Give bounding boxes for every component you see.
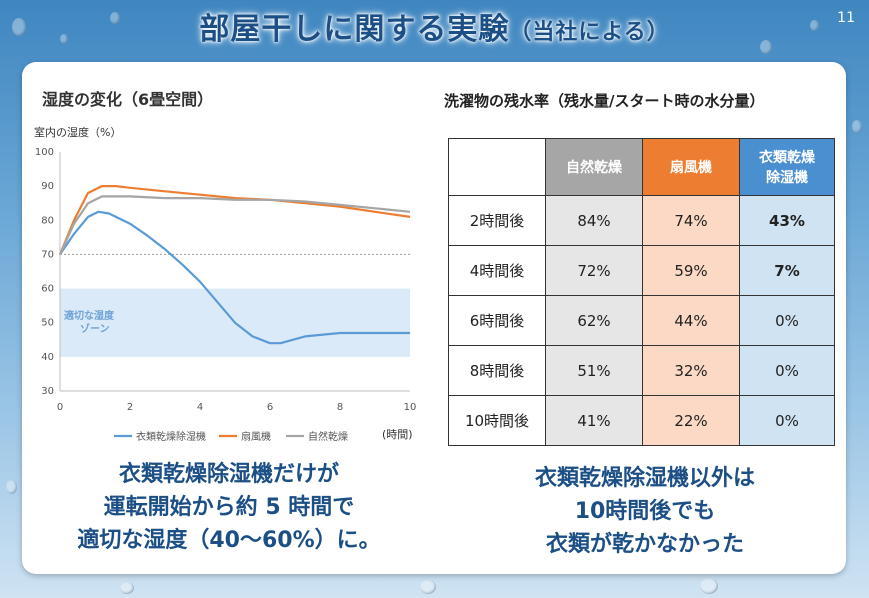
row-label: 8時間後: [448, 345, 546, 396]
left-caption-line-1: 衣類乾燥除湿機だけが: [118, 462, 339, 487]
x-tick-labels: 0 2 4 6 8 10: [57, 402, 417, 413]
cell-fan: 22%: [642, 395, 740, 446]
left-caption-line-2: 運転開始から約 5 時間で: [103, 495, 355, 520]
legend-label: 衣類乾燥除湿機: [136, 430, 206, 443]
residual-water-table: 自然乾燥 扇風機 衣類乾燥除湿機 2時間後 84% 74% 43% 4時間後 7…: [448, 138, 835, 446]
cell-natural: 84%: [545, 195, 643, 246]
title-main: 部屋干しに関する実験: [199, 12, 510, 47]
cell-fan: 32%: [642, 345, 740, 396]
row-label: 6時間後: [448, 295, 546, 346]
cell-dehumidifier: 43%: [739, 195, 835, 246]
water-droplet: [110, 12, 120, 24]
col-header-dehumidifier: 衣類乾燥 除湿機: [739, 138, 835, 196]
right-caption-line-3: 衣類が乾かなかった: [545, 532, 744, 557]
chart-legend: 衣類乾燥除湿機 扇風機 自然乾燥: [114, 430, 348, 443]
cell-dehumidifier: 0%: [739, 395, 835, 446]
cell-fan: 74%: [642, 195, 740, 246]
water-droplet: [6, 480, 17, 494]
x-axis-unit: (時間): [382, 428, 413, 441]
series-lines: [58, 184, 411, 345]
x-tick-label: 4: [197, 402, 203, 413]
water-droplet: [120, 582, 134, 594]
y-tick-label: 30: [41, 386, 54, 397]
chart-heading: 湿度の変化（6畳空間）: [42, 90, 214, 109]
page-title: 部屋干しに関する実験（当社による）: [0, 4, 869, 48]
table-heading: 洗濯物の残水率（残水量/スタート時の水分量）: [444, 92, 765, 110]
row-label: 2時間後: [448, 195, 546, 246]
series-line: [58, 184, 411, 255]
left-caption: 衣類乾燥除湿機だけが 運転開始から約 5 時間で 適切な湿度（40～60%）に。: [34, 458, 424, 557]
table-row: 10時間後 41% 22% 0%: [448, 395, 835, 446]
zone-label-1: 適切な湿度: [64, 309, 115, 322]
x-tick-label: 0: [57, 402, 63, 413]
water-droplet: [60, 34, 68, 44]
right-caption-line-1: 衣類乾燥除湿機以外は: [534, 466, 755, 491]
cell-fan: 44%: [642, 295, 740, 346]
table-row: 4時間後 72% 59% 7%: [448, 245, 835, 296]
table-header-row: 自然乾燥 扇風機 衣類乾燥除湿機: [448, 138, 835, 196]
y-tick-label: 90: [41, 181, 54, 192]
title-subtitle: （当社による）: [509, 20, 670, 45]
cell-natural: 41%: [545, 395, 643, 446]
cell-dehumidifier: 7%: [739, 245, 835, 296]
water-droplet: [810, 20, 819, 31]
cell-fan: 59%: [642, 245, 740, 296]
right-caption-line-2: 10時間後でも: [574, 499, 716, 524]
series-line: [59, 210, 410, 345]
table-row: 2時間後 84% 74% 43%: [448, 195, 835, 246]
col-header-natural: 自然乾燥: [545, 138, 643, 196]
col-header-dehumidifier-line-2: 除湿機: [766, 170, 808, 186]
x-tick-label: 6: [267, 402, 273, 413]
y-tick-label: 100: [35, 147, 54, 158]
x-tick-label: 8: [337, 402, 343, 413]
water-droplet: [700, 578, 718, 594]
legend-label: 扇風機: [241, 430, 271, 443]
x-tick-label: 2: [127, 402, 133, 413]
zone-label-2: ゾーン: [80, 322, 110, 335]
col-header-dehumidifier-line-1: 衣類乾燥: [759, 150, 815, 166]
y-tick-label: 60: [41, 284, 54, 295]
col-header-fan: 扇風機: [642, 138, 740, 196]
cell-natural: 62%: [545, 295, 643, 346]
table-row: 8時間後 51% 32% 0%: [448, 345, 835, 396]
page-number: 11: [837, 10, 855, 26]
row-label: 4時間後: [448, 245, 546, 296]
y-tick-label: 70: [41, 249, 54, 260]
table-row: 6時間後 62% 44% 0%: [448, 295, 835, 346]
row-label: 10時間後: [448, 395, 546, 446]
humidity-line-chart: 30 40 50 60 70 80 90 100 0 2 4 6 8 10 適切な湿度 ゾーン (時間)…: [35, 147, 416, 443]
table-header-blank: [448, 138, 546, 196]
y-tick-label: 50: [41, 318, 54, 329]
chart-plot-area: 30 40 50 60 70 80 90 100 0 2 4 6 8 10 適切な湿度 ゾーン (時間)…: [35, 147, 416, 443]
water-droplet: [852, 120, 862, 133]
water-droplet: [420, 580, 436, 594]
water-droplet: [760, 40, 772, 54]
cell-natural: 72%: [545, 245, 643, 296]
x-tick-label: 10: [404, 402, 417, 413]
right-caption: 衣類乾燥除湿機以外は 10時間後でも 衣類が乾かなかった: [470, 462, 820, 561]
water-droplet: [12, 18, 26, 36]
cell-natural: 51%: [545, 345, 643, 396]
cell-dehumidifier: 0%: [739, 345, 835, 396]
chart-y-axis-label: 室内の湿度（%）: [34, 126, 122, 139]
y-tick-label: 40: [41, 352, 54, 363]
y-tick-label: 80: [41, 215, 54, 226]
left-caption-line-3: 適切な湿度（40～60%）に。: [77, 528, 381, 553]
legend-label: 自然乾燥: [308, 430, 348, 443]
series-line: [58, 195, 411, 255]
cell-dehumidifier: 0%: [739, 295, 835, 346]
y-tick-labels: 30 40 50 60 70 80 90 100: [35, 147, 54, 397]
